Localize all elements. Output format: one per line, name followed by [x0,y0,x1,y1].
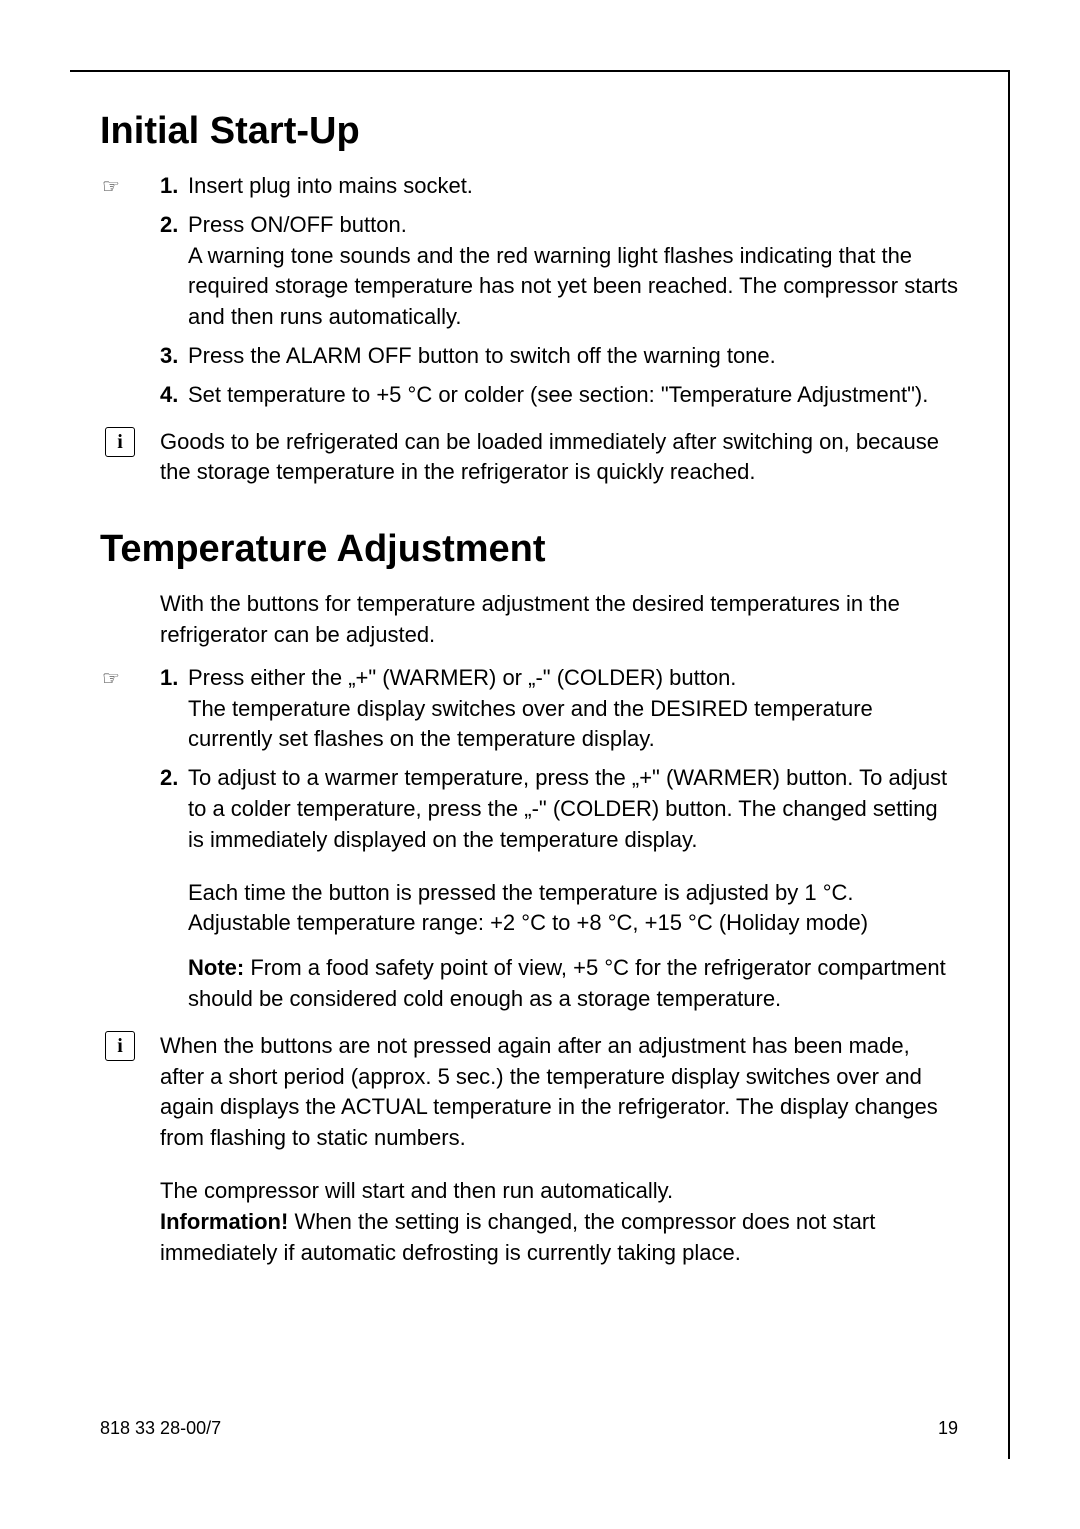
list-number: 2. [160,210,178,241]
information-label: Information! [160,1209,288,1234]
hand-icon: ☞ [102,665,120,693]
intro-text: With the buttons for temperature adjustm… [160,589,958,651]
list-item: ☞ 1. Insert plug into mains socket. [160,171,958,202]
list-item: 2. To adjust to a warmer temperature, pr… [160,763,958,855]
info-text: Goods to be refrigerated can be loaded i… [160,429,939,485]
information-block: Information! When the setting is changed… [160,1207,958,1269]
list-text: Press the ALARM OFF button to switch off… [188,343,776,368]
info-block: i When the buttons are not pressed again… [160,1031,958,1154]
list-text: Press either the „+" (WARMER) or „-" (CO… [188,665,873,752]
list-text: Set temperature to +5 °C or colder (see … [188,382,928,407]
list-text: Insert plug into mains socket. [188,173,473,198]
list-number: 4. [160,380,178,411]
list-item: 3. Press the ALARM OFF button to switch … [160,341,958,372]
note-text: From a food safety point of view, +5 °C … [188,955,946,1011]
info-block: i Goods to be refrigerated can be loaded… [160,427,958,489]
hand-icon: ☞ [102,173,120,201]
list-number: 1. [160,663,178,694]
list-number: 1. [160,171,178,202]
heading-initial-startup: Initial Start-Up [100,110,958,153]
compressor-text: The compressor will start and then run a… [160,1176,958,1207]
info-text: When the buttons are not pressed again a… [160,1033,938,1150]
footer-left: 818 33 28-00/7 [100,1418,221,1439]
info-icon: i [105,427,135,457]
note-label: Note: [188,955,244,980]
footer: 818 33 28-00/7 19 [100,1418,958,1439]
note-block: Note: From a food safety point of view, … [160,953,958,1015]
list-text: Press ON/OFF button. A warning tone soun… [188,212,958,329]
heading-temperature-adjustment: Temperature Adjustment [100,528,958,571]
list-text: To adjust to a warmer temperature, press… [188,765,947,852]
info-icon: i [105,1031,135,1061]
list-number: 3. [160,341,178,372]
page-frame: Initial Start-Up ☞ 1. Insert plug into m… [70,70,1010,1459]
extra-text: Each time the button is pressed the temp… [160,878,958,940]
list-item: ☞ 1. Press either the „+" (WARMER) or „-… [160,663,958,755]
list-item: 4. Set temperature to +5 °C or colder (s… [160,380,958,411]
list-number: 2. [160,763,178,794]
page-number: 19 [938,1418,958,1439]
list-item: 2. Press ON/OFF button. A warning tone s… [160,210,958,333]
